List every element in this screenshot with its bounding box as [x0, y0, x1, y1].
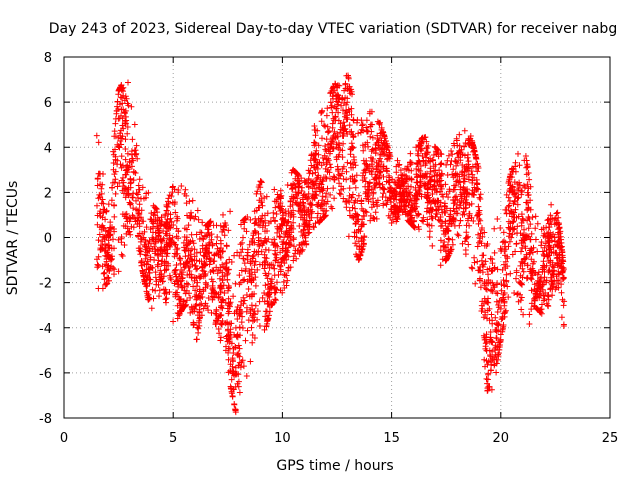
tick-layer [63, 56, 611, 419]
y-tick-labels: -8 -6 -4 -2 0 2 4 6 8 [39, 51, 52, 427]
x-tick-label: 5 [169, 431, 177, 446]
chart-title: Day 243 of 2023, Sidereal Day-to-day VTE… [49, 21, 617, 37]
y-tick-label: 0 [44, 232, 52, 247]
y-tick-label: -8 [39, 412, 52, 427]
y-tick-label: -6 [39, 367, 52, 382]
x-tick-label: 20 [493, 431, 510, 446]
x-tick-labels: 0 5 10 15 20 25 [60, 431, 618, 446]
data-points [93, 72, 568, 416]
y-tick-label: 8 [44, 51, 52, 66]
x-tick-label: 0 [60, 431, 68, 446]
y-tick-label: -4 [39, 322, 52, 337]
x-axis-label: GPS time / hours [276, 458, 393, 474]
x-tick-label: 15 [383, 431, 400, 446]
y-tick-label: 6 [44, 96, 52, 111]
sdtvar-series-markers [93, 72, 568, 416]
x-tick-label: 25 [602, 431, 619, 446]
y-tick-label: -2 [39, 277, 52, 292]
y-tick-label: 4 [44, 141, 52, 156]
y-tick-label: 2 [44, 186, 52, 201]
y-axis-label: SDTVAR / TECUs [5, 181, 21, 296]
x-tick-label: 10 [274, 431, 291, 446]
